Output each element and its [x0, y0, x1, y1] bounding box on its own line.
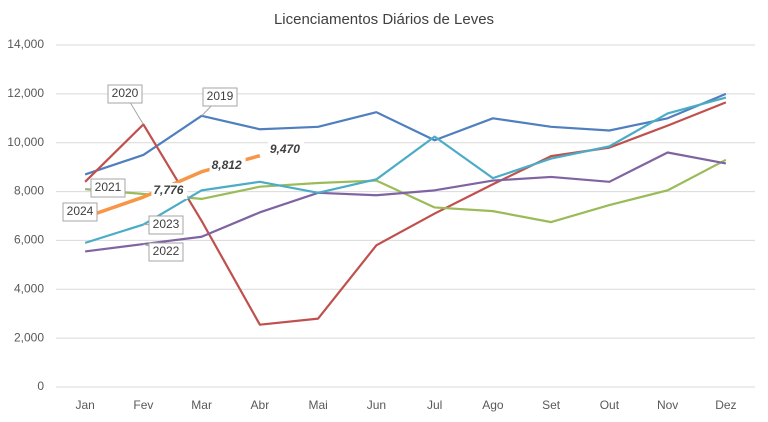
callout-box — [202, 87, 238, 107]
series-name: 2020 — [112, 86, 139, 100]
x-tick-label: Mar — [191, 398, 212, 412]
series-name: 2022 — [153, 244, 180, 258]
value-label: 8,812 — [212, 158, 242, 172]
callout-box — [148, 215, 184, 235]
chart-title: Licenciamentos Diários de Leves — [274, 11, 494, 28]
value-label: 7,776 — [153, 183, 183, 197]
x-tick-label: Jun — [367, 398, 386, 412]
x-tick-label: Nov — [657, 398, 678, 412]
value-label: 9,470 — [270, 142, 300, 156]
series-line — [84, 151, 727, 253]
series-name: 2023 — [153, 217, 180, 231]
y-tick-label: 0 — [37, 379, 44, 393]
y-tick-label: 12,000 — [7, 86, 44, 100]
value-label-bg — [151, 183, 188, 200]
callout-box — [90, 178, 126, 198]
x-tick-label: Set — [542, 398, 561, 412]
y-tick-label: 8,000 — [14, 184, 44, 198]
callout-box — [107, 84, 143, 104]
x-tick-label: Mai — [308, 398, 327, 412]
x-tick-label: Ago — [482, 398, 504, 412]
value-label-bg — [209, 157, 246, 174]
series-name: 2019 — [207, 89, 234, 103]
callout-box — [62, 202, 98, 222]
x-tick-label: Jul — [427, 398, 442, 412]
series-line — [84, 92, 727, 176]
series-line — [84, 96, 727, 244]
y-tick-label: 2,000 — [14, 330, 44, 344]
series-line — [85, 158, 727, 224]
y-tick-label: 6,000 — [14, 233, 44, 247]
x-tick-label: Jan — [75, 398, 94, 412]
y-tick-label: 14,000 — [7, 37, 44, 51]
series-name: 2024 — [67, 204, 94, 218]
x-tick-label: Dez — [715, 398, 736, 412]
series-name: 2021 — [95, 180, 122, 194]
value-label-bg — [267, 141, 304, 158]
series-line — [84, 101, 727, 326]
callout-box — [148, 242, 184, 262]
y-tick-label: 4,000 — [14, 281, 44, 295]
y-tick-label: 10,000 — [7, 135, 44, 149]
x-tick-label: Fev — [133, 398, 153, 412]
x-tick-label: Out — [600, 398, 620, 412]
x-tick-label: Abr — [251, 398, 270, 412]
